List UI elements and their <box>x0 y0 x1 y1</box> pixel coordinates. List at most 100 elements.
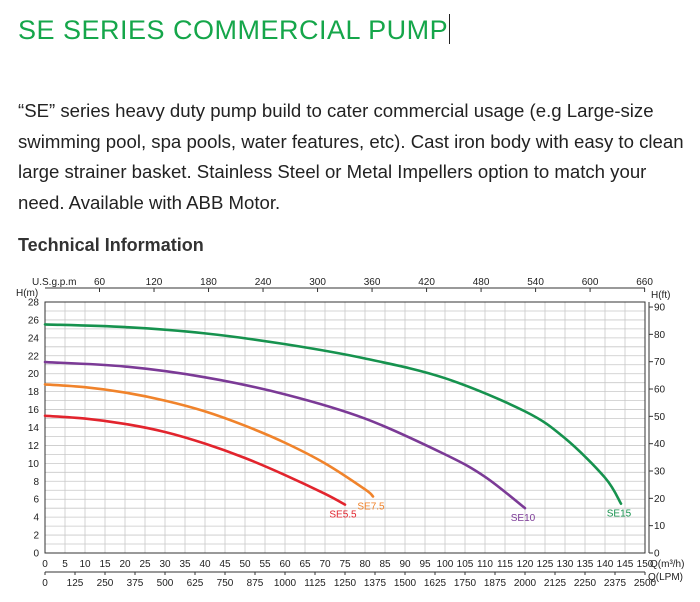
left-tick-label: 4 <box>33 513 39 524</box>
bottom-tick-label-lpm: 2500 <box>634 578 657 589</box>
bottom-tick-label-m3h: 10 <box>79 559 91 570</box>
plot-frame <box>44 301 646 554</box>
left-tick-label: 0 <box>33 549 39 560</box>
chart-labels: 0246810121416182022242628H(m)01020304050… <box>16 277 684 589</box>
top-tick-label: 180 <box>200 277 217 288</box>
bottom-tick-label-lpm: 2375 <box>604 578 627 589</box>
bottom-tick-label-m3h: 50 <box>239 559 251 570</box>
top-tick-label: 120 <box>146 277 163 288</box>
curve-se5-5 <box>43 414 347 506</box>
series-label-se5-5: SE5.5 <box>329 510 357 521</box>
intro-paragraph: “SE” series heavy duty pump build to cat… <box>18 100 684 213</box>
top-tick-label: 60 <box>94 277 106 288</box>
bottom-tick-label-m3h: 95 <box>419 559 431 570</box>
bottom-tick-label-m3h: 25 <box>139 559 151 570</box>
right-tick-label: 30 <box>654 467 666 478</box>
left-tick-label: 8 <box>33 477 39 488</box>
series-label-se7-5: SE7.5 <box>357 502 385 513</box>
curve-se15 <box>43 323 623 505</box>
bottom-tick-label-m3h: 40 <box>199 559 211 570</box>
right-tick-label: 40 <box>654 439 666 450</box>
left-tick-label: 14 <box>28 423 40 434</box>
page-title: SE SERIES COMMERCIAL PUMP <box>18 14 451 46</box>
left-tick-label: 12 <box>28 441 40 452</box>
bottom-tick-label-m3h: 30 <box>159 559 171 570</box>
bottom-tick-label-m3h: 145 <box>617 559 634 570</box>
top-tick-label: 600 <box>582 277 599 288</box>
bottom-tick-label-m3h: 70 <box>319 559 331 570</box>
top-tick-label: 300 <box>309 277 326 288</box>
bottom-tick-label-lpm: 500 <box>157 578 174 589</box>
bottom-tick-label-m3h: 60 <box>279 559 291 570</box>
left-tick-label: 20 <box>28 369 40 380</box>
bottom-tick-label-lpm: 1250 <box>334 578 357 589</box>
bottom-tick-label-m3h: 130 <box>557 559 574 570</box>
bottom-tick-label-lpm: 1000 <box>274 578 297 589</box>
chart-axes <box>44 287 653 575</box>
left-tick-label: 10 <box>28 459 40 470</box>
left-tick-label: 16 <box>28 405 40 416</box>
bottom-tick-label-m3h: 65 <box>299 559 311 570</box>
right-tick-label: 0 <box>654 549 660 560</box>
bottom-tick-label-m3h: 135 <box>577 559 594 570</box>
bottom-tick-label-lpm: 2250 <box>574 578 597 589</box>
left-tick-label: 28 <box>28 298 40 309</box>
bottom-tick-label-m3h: 125 <box>537 559 554 570</box>
bottom-tick-label-lpm: 1625 <box>424 578 447 589</box>
right-tick-label: 20 <box>654 494 666 505</box>
bottom-tick-label-lpm: 1500 <box>394 578 417 589</box>
right-axis-label: H(ft) <box>651 290 670 301</box>
section-heading: Technical Information <box>18 235 204 255</box>
bottom-tick-label-m3h: 115 <box>497 559 513 570</box>
series-label-se15: SE15 <box>607 509 632 520</box>
top-tick-label: 240 <box>255 277 272 288</box>
left-axis-label: H(m) <box>16 288 38 299</box>
bottom-tick-label-m3h: 45 <box>219 559 231 570</box>
curve-se7-5 <box>43 383 375 498</box>
bottom-tick-label-lpm: 2000 <box>514 578 537 589</box>
curve-se10 <box>43 360 527 510</box>
bottom-tick-label-lpm: 1125 <box>304 578 326 589</box>
chart-curves <box>43 323 623 510</box>
right-tick-label: 60 <box>654 385 666 396</box>
left-tick-label: 22 <box>28 351 40 362</box>
top-tick-label: 420 <box>418 277 435 288</box>
bottom-tick-label-m3h: 20 <box>119 559 131 570</box>
top-tick-label: 540 <box>527 277 544 288</box>
page-title-text: SE SERIES COMMERCIAL PUMP <box>18 15 449 45</box>
bottom-tick-label-m3h: 80 <box>359 559 371 570</box>
bottom-tick-label-m3h: 105 <box>457 559 474 570</box>
bottom-tick-label-m3h: 90 <box>399 559 411 570</box>
bottom-tick-label-m3h: 100 <box>437 559 454 570</box>
top-axis-label: U.S.g.p.m <box>32 277 76 288</box>
bottom-tick-label-lpm: 375 <box>127 578 144 589</box>
bottom-tick-label-lpm: 125 <box>67 578 84 589</box>
top-tick-label: 360 <box>364 277 381 288</box>
bottom-tick-label-lpm: 250 <box>97 578 114 589</box>
right-tick-label: 80 <box>654 330 666 341</box>
left-tick-label: 18 <box>28 387 40 398</box>
right-tick-label: 90 <box>654 303 666 314</box>
bottom-tick-label-m3h: 35 <box>179 559 191 570</box>
left-tick-label: 6 <box>33 495 39 506</box>
bottom-tick-label-m3h: 0 <box>42 559 48 570</box>
left-tick-label: 24 <box>28 333 40 344</box>
bottom-tick-label-lpm: 1875 <box>484 578 507 589</box>
series-label-se10: SE10 <box>511 513 536 524</box>
bottom-tick-label-lpm: 750 <box>217 578 234 589</box>
right-tick-label: 50 <box>654 412 666 423</box>
bottom-tick-label-lpm: 0 <box>42 578 48 589</box>
right-tick-label: 70 <box>654 357 666 368</box>
top-tick-label: 660 <box>636 277 653 288</box>
bottom-tick-label-lpm: 1375 <box>364 578 387 589</box>
bottom-axis-label-lpm: Q(LPM) <box>648 572 683 583</box>
bottom-axis-label-m3h: Q(m³/h) <box>650 559 684 570</box>
left-tick-label: 2 <box>33 531 39 542</box>
bottom-tick-label-m3h: 75 <box>339 559 351 570</box>
right-tick-label: 10 <box>654 521 666 532</box>
bottom-tick-label-lpm: 2125 <box>544 578 567 589</box>
bottom-tick-label-m3h: 15 <box>99 559 111 570</box>
bottom-tick-label-m3h: 150 <box>637 559 654 570</box>
text-cursor <box>449 14 451 44</box>
